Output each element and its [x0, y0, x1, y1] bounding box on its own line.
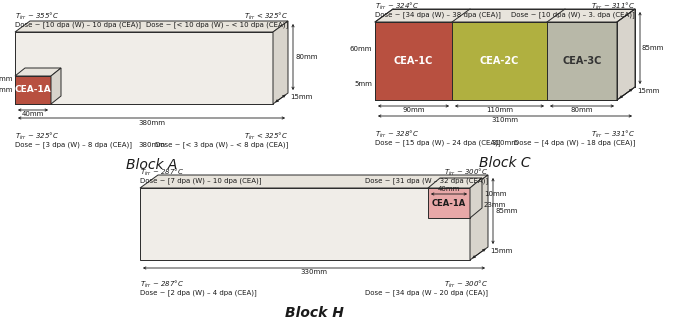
Text: 15mm: 15mm — [290, 94, 312, 100]
Text: 380mm: 380mm — [138, 142, 165, 148]
Text: $T_{irr}$ ~ 300°C: $T_{irr}$ ~ 300°C — [444, 167, 488, 178]
Polygon shape — [15, 21, 288, 32]
Polygon shape — [375, 9, 635, 22]
Text: 10mm: 10mm — [484, 191, 507, 197]
Polygon shape — [15, 76, 51, 104]
Polygon shape — [15, 68, 61, 76]
Polygon shape — [428, 178, 482, 188]
Text: Dose ~ [10 dpa (W) – 3. dpa (CEA)]: Dose ~ [10 dpa (W) – 3. dpa (CEA)] — [511, 11, 635, 18]
Text: 380mm: 380mm — [138, 120, 165, 126]
Text: 310mm: 310mm — [491, 140, 519, 146]
Text: 5mm: 5mm — [354, 81, 372, 87]
Text: 10mm: 10mm — [0, 76, 13, 82]
Text: CEA-3C: CEA-3C — [562, 56, 602, 66]
Text: CEA-2C: CEA-2C — [480, 56, 519, 66]
Text: Dose ~ [15 dpa (W) – 24 dpa (CEA)]: Dose ~ [15 dpa (W) – 24 dpa (CEA)] — [375, 139, 500, 146]
Text: 60mm: 60mm — [350, 46, 372, 52]
Text: Dose ~ [7 dpa (W) – 10 dpa (CEA)]: Dose ~ [7 dpa (W) – 10 dpa (CEA)] — [140, 177, 261, 184]
Text: Dose ~ [< 3 dpa (W) – < 8 dpa (CEA)]: Dose ~ [< 3 dpa (W) – < 8 dpa (CEA)] — [154, 141, 288, 148]
Text: $T_{irr}$ ~ 328°C: $T_{irr}$ ~ 328°C — [375, 129, 419, 140]
Polygon shape — [140, 188, 470, 260]
Text: CEA-1A: CEA-1A — [432, 199, 466, 207]
Text: Block C: Block C — [480, 156, 531, 170]
Text: $T_{irr}$ ~ 355°C: $T_{irr}$ ~ 355°C — [15, 11, 59, 22]
Text: 30mm: 30mm — [0, 87, 13, 93]
Text: 40mm: 40mm — [438, 186, 460, 192]
Text: Dose ~ [34 dpa (W – 20 dpa (CEA)]: Dose ~ [34 dpa (W – 20 dpa (CEA)] — [365, 289, 488, 296]
Text: 15mm: 15mm — [637, 88, 659, 94]
Text: Dose ~ [31 dpa (W – 32 dpa (CEA)]: Dose ~ [31 dpa (W – 32 dpa (CEA)] — [365, 177, 488, 184]
Polygon shape — [470, 178, 482, 218]
Text: Block H: Block H — [284, 306, 343, 320]
Text: Dose ~ [3 dpa (W) – 8 dpa (CEA)]: Dose ~ [3 dpa (W) – 8 dpa (CEA)] — [15, 141, 132, 148]
Polygon shape — [470, 175, 488, 260]
Text: 40mm: 40mm — [22, 111, 44, 117]
Text: 310mm: 310mm — [491, 117, 519, 123]
Text: CEA-1C: CEA-1C — [394, 56, 433, 66]
Text: Dose ~ [2 dpa (W) – 4 dpa (CEA)]: Dose ~ [2 dpa (W) – 4 dpa (CEA)] — [140, 289, 257, 296]
Text: $T_{irr}$ < 325°C: $T_{irr}$ < 325°C — [244, 131, 288, 142]
Polygon shape — [273, 21, 288, 104]
Text: Dose ~ [34 dpa (W) – 38 dpa (CEA)]: Dose ~ [34 dpa (W) – 38 dpa (CEA)] — [375, 11, 501, 18]
Text: $T_{irr}$ < 325°C: $T_{irr}$ < 325°C — [244, 11, 288, 22]
Text: Dose ~ [< 10 dpa (W) – < 10 dpa (CEA)]: Dose ~ [< 10 dpa (W) – < 10 dpa (CEA)] — [146, 21, 288, 28]
Text: $T_{irr}$ ~ 311°C: $T_{irr}$ ~ 311°C — [591, 1, 635, 12]
Polygon shape — [140, 175, 488, 188]
Text: $T_{irr}$ ~ 331°C: $T_{irr}$ ~ 331°C — [591, 129, 635, 140]
Polygon shape — [547, 22, 617, 100]
Text: 23mm: 23mm — [484, 202, 506, 208]
Text: Dose ~ [10 dpa (W) – 10 dpa (CEA)]: Dose ~ [10 dpa (W) – 10 dpa (CEA)] — [15, 21, 141, 28]
Text: 85mm: 85mm — [642, 45, 664, 51]
Polygon shape — [452, 22, 547, 100]
Text: $T_{irr}$ ~ 300°C: $T_{irr}$ ~ 300°C — [444, 279, 488, 290]
Text: $T_{irr}$ ~ 325°C: $T_{irr}$ ~ 325°C — [15, 131, 59, 142]
Text: CEA-1A: CEA-1A — [15, 85, 51, 94]
Text: 15mm: 15mm — [490, 248, 512, 254]
Text: $T_{irr}$ ~ 287°C: $T_{irr}$ ~ 287°C — [140, 279, 184, 290]
Text: 85mm: 85mm — [495, 208, 517, 214]
Text: $T_{irr}$ ~ 287°C: $T_{irr}$ ~ 287°C — [140, 167, 184, 178]
Text: 110mm: 110mm — [486, 107, 513, 113]
Text: Block A: Block A — [126, 158, 177, 172]
Polygon shape — [375, 22, 452, 100]
Text: 330mm: 330mm — [301, 269, 328, 275]
Polygon shape — [428, 188, 470, 218]
Polygon shape — [51, 68, 61, 104]
Text: $T_{irr}$ ~ 324°C: $T_{irr}$ ~ 324°C — [375, 1, 419, 12]
Polygon shape — [617, 9, 635, 100]
Polygon shape — [15, 32, 273, 104]
Text: 90mm: 90mm — [402, 107, 425, 113]
Text: 80mm: 80mm — [571, 107, 593, 113]
Text: Dose ~ [4 dpa (W) – 18 dpa (CEA)]: Dose ~ [4 dpa (W) – 18 dpa (CEA)] — [514, 139, 635, 146]
Text: 80mm: 80mm — [295, 54, 317, 60]
